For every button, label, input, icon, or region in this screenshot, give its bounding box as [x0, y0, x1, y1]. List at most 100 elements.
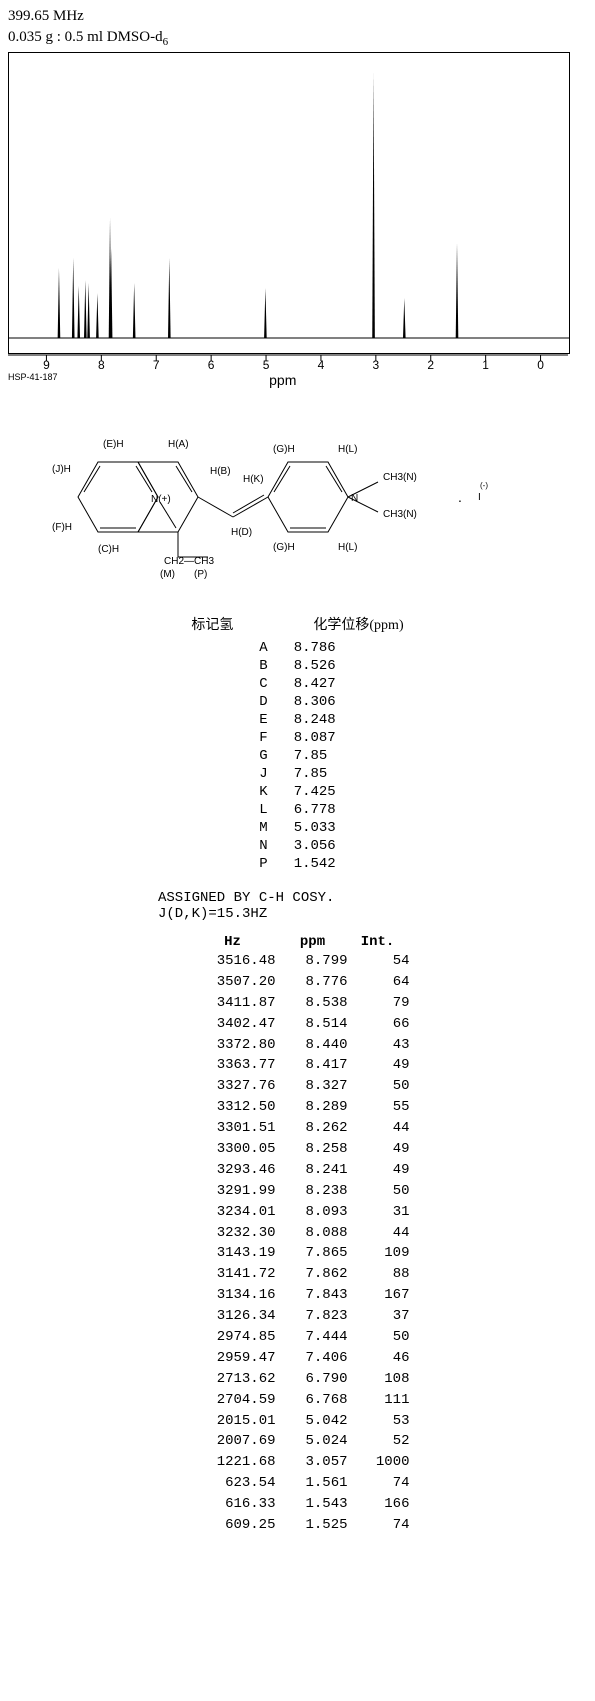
- peak-hz: 3300.05: [186, 1140, 276, 1159]
- shift-table-header: 标记氢 化学位移(ppm): [8, 614, 587, 634]
- shift-value: 3.056: [282, 838, 396, 854]
- peak-ppm: 7.823: [278, 1307, 348, 1326]
- xaxis-label: ppm: [269, 372, 296, 388]
- shift-row: E8.248: [199, 712, 395, 728]
- peak-int: 37: [350, 1307, 410, 1326]
- peak-ppm: 8.417: [278, 1056, 348, 1075]
- peak-hz: 3516.48: [186, 952, 276, 971]
- peak-int: 55: [350, 1098, 410, 1117]
- peak-ppm: 8.258: [278, 1140, 348, 1159]
- shift-header-right: 化学位移(ppm): [313, 614, 403, 634]
- peak-hz: 2713.62: [186, 1370, 276, 1389]
- peak-int: 49: [350, 1056, 410, 1075]
- peak-int: 49: [350, 1140, 410, 1159]
- lbl-N2: CH3(N): [383, 509, 417, 520]
- peak-table-header: Hz ppm Int.: [8, 934, 587, 950]
- lbl-A: H(A): [168, 439, 189, 450]
- assignment-line2: J(D,K)=15.3HZ: [158, 906, 587, 922]
- lbl-N-amine: N: [351, 493, 358, 504]
- peak-row: 3516.488.79954: [186, 952, 410, 971]
- lbl-ethyl: CH2—CH3: [164, 556, 214, 567]
- peak-hz: 3126.34: [186, 1307, 276, 1326]
- peak-hz: 2704.59: [186, 1391, 276, 1410]
- peak-int: 74: [350, 1516, 410, 1535]
- shift-value: 7.425: [282, 784, 396, 800]
- peak-hz: 2959.47: [186, 1349, 276, 1368]
- peak-hz: 3411.87: [186, 994, 276, 1013]
- peak-row: 3301.518.26244: [186, 1119, 410, 1138]
- peak-row: 3327.768.32750: [186, 1077, 410, 1096]
- peak-int: 167: [350, 1286, 410, 1305]
- axis-caption-row: HSP-41-187 ppm: [8, 372, 568, 388]
- counter-ion: I: [478, 492, 481, 503]
- peak-row: 3372.808.44043: [186, 1036, 410, 1055]
- axis-tick-label: 2: [427, 358, 434, 372]
- peak-ppm: 8.262: [278, 1119, 348, 1138]
- shift-label: L: [199, 802, 279, 818]
- shift-row: K7.425: [199, 784, 395, 800]
- lbl-M: (M): [160, 569, 175, 580]
- peak-row: 2704.596.768111: [186, 1391, 410, 1410]
- peak-ppm: 7.406: [278, 1349, 348, 1368]
- peak-int: 64: [350, 973, 410, 992]
- peak-ppm: 1.543: [278, 1495, 348, 1514]
- shift-row: L6.778: [199, 802, 395, 818]
- peak-hz: 2974.85: [186, 1328, 276, 1347]
- peak-row: 3312.508.28955: [186, 1098, 410, 1117]
- peak-int: 111: [350, 1391, 410, 1410]
- shift-label: G: [199, 748, 279, 764]
- peak-hz: 3312.50: [186, 1098, 276, 1117]
- lbl-L1: H(L): [338, 444, 357, 455]
- counter-ion-charge: (-): [480, 481, 488, 490]
- shift-row: P1.542: [199, 856, 395, 872]
- peak-hz: 2015.01: [186, 1412, 276, 1431]
- peak-hz: 609.25: [186, 1516, 276, 1535]
- shift-label: N: [199, 838, 279, 854]
- peak-hz: 3507.20: [186, 973, 276, 992]
- peak-row: 3363.778.41749: [186, 1056, 410, 1075]
- peak-row: 2713.626.790108: [186, 1370, 410, 1389]
- peak-hz: 3232.30: [186, 1224, 276, 1243]
- peak-hz: 3291.99: [186, 1182, 276, 1201]
- peak-ppm: 6.768: [278, 1391, 348, 1410]
- lbl-F: (F)H: [52, 522, 72, 533]
- peak-ppm: 8.538: [278, 994, 348, 1013]
- shift-value: 7.85: [282, 766, 396, 782]
- peak-int: 43: [350, 1036, 410, 1055]
- structure-diagram-wrap: (E)H H(A) (J)H H(B) (G)H H(L) H(K) CH3(N…: [8, 402, 568, 612]
- peak-ppm: 1.561: [278, 1474, 348, 1493]
- shift-label: D: [199, 694, 279, 710]
- peak-int: 53: [350, 1412, 410, 1431]
- lbl-K: H(K): [243, 474, 264, 485]
- peak-hz: 3372.80: [186, 1036, 276, 1055]
- peak-int: 1000: [350, 1453, 410, 1472]
- shift-label: F: [199, 730, 279, 746]
- spectrum-plot-box: [8, 52, 570, 354]
- peak-list-table: 3516.488.79954 3507.208.77664 3411.878.538…: [184, 950, 412, 1537]
- peak-ppm: 6.790: [278, 1370, 348, 1389]
- peak-int: 166: [350, 1495, 410, 1514]
- peak-ppm: 7.862: [278, 1265, 348, 1284]
- peak-header-int: Int.: [348, 934, 408, 950]
- peak-hz: 1221.68: [186, 1453, 276, 1472]
- lbl-J: (J)H: [52, 464, 71, 475]
- peak-row: 616.331.543166: [186, 1495, 410, 1514]
- peak-int: 31: [350, 1203, 410, 1222]
- peak-row: 3507.208.77664: [186, 973, 410, 992]
- peak-int: 74: [350, 1474, 410, 1493]
- peak-int: 66: [350, 1015, 410, 1034]
- structure-svg: (E)H H(A) (J)H H(B) (G)H H(L) H(K) CH3(N…: [48, 402, 528, 612]
- peak-hz: 616.33: [186, 1495, 276, 1514]
- axis-tick-label: 6: [208, 358, 215, 372]
- peak-hz: 3301.51: [186, 1119, 276, 1138]
- peak-int: 109: [350, 1244, 410, 1263]
- peak-ppm: 7.444: [278, 1328, 348, 1347]
- axis-tick-label: 9: [43, 358, 50, 372]
- shift-value: 8.248: [282, 712, 396, 728]
- peak-ppm: 8.088: [278, 1224, 348, 1243]
- lbl-Nplus: N(+): [151, 494, 171, 505]
- chemical-shift-table: A8.786B8.526C8.427D8.306E8.248F8.087G7.8…: [197, 638, 397, 874]
- peak-ppm: 8.514: [278, 1015, 348, 1034]
- peak-int: 44: [350, 1224, 410, 1243]
- lbl-D: H(D): [231, 527, 252, 538]
